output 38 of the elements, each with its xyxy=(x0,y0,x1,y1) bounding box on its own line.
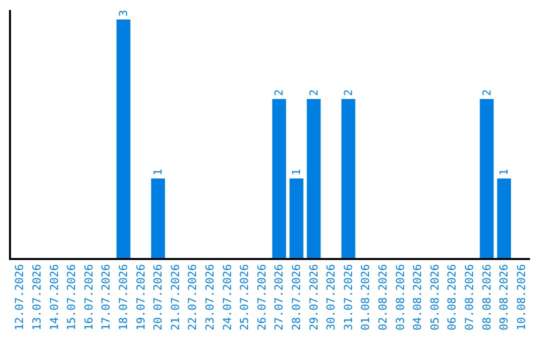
x-tick-label: 17.07.2026 xyxy=(100,264,113,330)
x-tick-label: 07.08.2026 xyxy=(463,264,476,330)
data-label: 1 xyxy=(498,168,511,176)
x-tick-label: 04.08.2026 xyxy=(411,264,424,330)
x-tick-label: 10.08.2026 xyxy=(514,264,528,330)
data-label: 1 xyxy=(290,168,303,176)
x-tick-label: 23.07.2026 xyxy=(204,264,217,330)
x-tick-label: 13.07.2026 xyxy=(30,264,44,330)
x-tick-label: 15.07.2026 xyxy=(65,264,78,330)
x-tick-label: 27.07.2026 xyxy=(272,264,286,330)
x-tick-label: 05.08.2026 xyxy=(428,264,442,330)
x-tick-label: 16.07.2026 xyxy=(82,264,96,330)
x-tick-label: 09.08.2026 xyxy=(498,264,511,330)
x-tick-label: 31.07.2026 xyxy=(342,264,355,330)
data-label: 2 xyxy=(342,89,355,96)
x-tick-label: 06.08.2026 xyxy=(446,264,459,330)
data-label: 3 xyxy=(116,10,130,17)
x-tick-label: 08.08.2026 xyxy=(480,264,494,330)
x-tick-label: 25.07.2026 xyxy=(238,264,252,330)
x-tick-label: 22.07.2026 xyxy=(186,264,200,330)
data-label: 2 xyxy=(480,89,494,96)
x-tick-label: 18.07.2026 xyxy=(117,264,130,330)
x-tick-label: 14.07.2026 xyxy=(48,264,61,330)
x-tick-label: 03.08.2026 xyxy=(394,264,407,330)
x-tick-label: 30.07.2026 xyxy=(324,264,338,330)
x-tick-label: 21.07.2026 xyxy=(168,264,182,330)
x-tick-label: 26.07.2026 xyxy=(255,264,268,330)
x-tick-label: 19.07.2026 xyxy=(134,264,148,330)
x-tick-label: 29.07.2026 xyxy=(307,264,320,330)
x-tick-label: 01.08.2026 xyxy=(359,264,372,330)
x-tick-label: 28.07.2026 xyxy=(290,264,304,330)
x-tick-label: 12.07.2026 xyxy=(13,264,26,330)
x-tick-label: 24.07.2026 xyxy=(220,264,234,330)
x-tick-label: 02.08.2026 xyxy=(376,264,390,330)
x-tick-label: 20.07.2026 xyxy=(152,264,165,330)
data-label: 1 xyxy=(152,168,165,176)
data-label: 2 xyxy=(307,89,320,96)
data-label: 2 xyxy=(272,89,286,96)
